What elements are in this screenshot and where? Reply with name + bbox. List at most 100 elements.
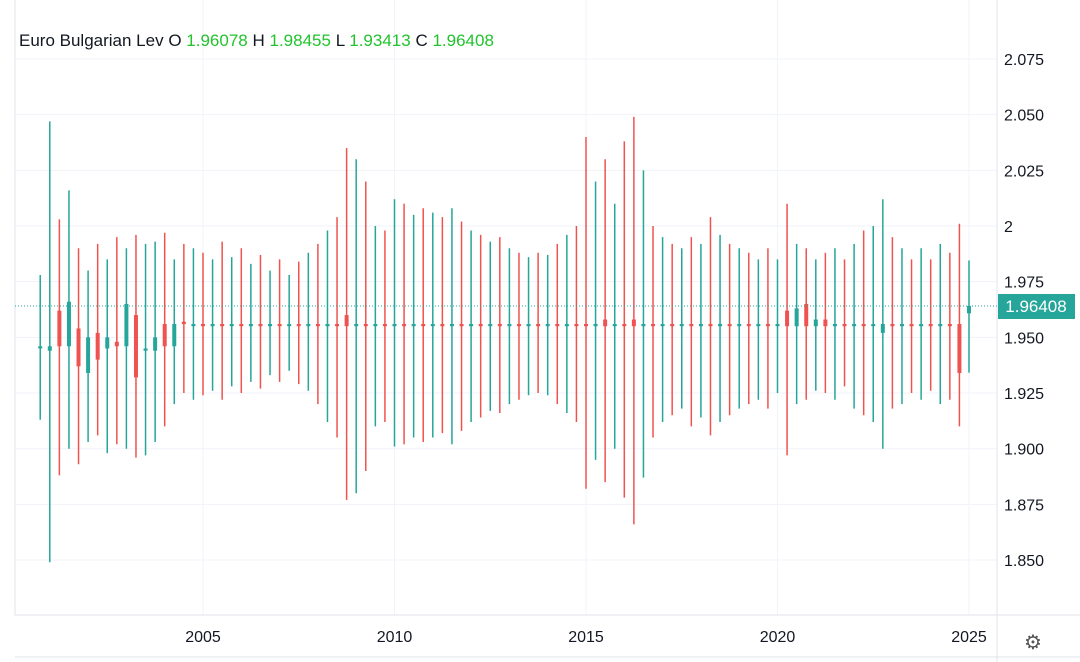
- candle-body: [660, 323, 665, 327]
- x-tick-label: 2025: [951, 629, 987, 646]
- candle-body: [785, 310, 790, 327]
- candle-down: [536, 252, 541, 394]
- candle-up: [210, 259, 215, 391]
- candle-down: [335, 217, 340, 438]
- candle-body: [737, 323, 742, 327]
- candle-body: [813, 319, 818, 327]
- candle-up: [449, 208, 454, 445]
- candle-body: [363, 323, 368, 327]
- y-tick-label: 2.075: [1004, 52, 1044, 69]
- candle-up: [899, 248, 904, 405]
- candle-body: [564, 323, 569, 327]
- candle-body: [354, 323, 359, 327]
- candle-body: [325, 323, 330, 327]
- candle-body: [76, 328, 81, 367]
- candle-down: [584, 136, 588, 489]
- y-tick-label: 2: [1004, 219, 1013, 236]
- candle-up: [545, 254, 550, 396]
- candle-body: [421, 323, 426, 327]
- candle-down: [708, 217, 713, 436]
- candle-down: [277, 259, 282, 382]
- candle-body: [287, 323, 292, 327]
- candle-body: [545, 323, 550, 327]
- candle-body: [880, 323, 885, 333]
- candle-down: [651, 226, 656, 438]
- candle-body: [344, 315, 349, 327]
- y-tick-label: 1.950: [1004, 330, 1044, 347]
- candle-up: [612, 203, 617, 449]
- candle-body: [57, 310, 62, 347]
- candle-body: [497, 323, 502, 327]
- candle-up: [191, 248, 196, 400]
- candle-down: [402, 203, 407, 445]
- candle-up: [105, 259, 110, 454]
- candle-body: [698, 323, 703, 327]
- x-tick-label: 2020: [760, 629, 796, 646]
- candle-down: [622, 141, 627, 498]
- candle-down: [239, 248, 244, 394]
- candle-up: [430, 212, 435, 438]
- candle-up: [38, 274, 43, 420]
- candle-body: [181, 321, 186, 324]
- candle-body: [172, 323, 177, 347]
- candle-body: [584, 323, 588, 327]
- candle-up: [66, 190, 71, 449]
- candle-down: [133, 234, 138, 458]
- candle-down: [928, 259, 933, 391]
- candle-body: [296, 323, 301, 327]
- candle-body: [430, 323, 435, 327]
- candle-down: [478, 234, 483, 418]
- axes: 2.075 2.050 2.025 2 1.975 1.950 1.925 1.900 1.87…: [14, 0, 1080, 662]
- candle-down: [689, 237, 694, 427]
- candle-down: [181, 243, 186, 394]
- y-tick-label: 2.025: [1004, 163, 1044, 180]
- candle-up: [564, 234, 569, 414]
- candle-body: [593, 323, 598, 327]
- candle-up: [248, 263, 253, 382]
- candle-up: [938, 243, 943, 405]
- candle-body: [804, 303, 809, 327]
- high-value: 1.98455: [269, 31, 331, 50]
- candle-body: [823, 319, 828, 327]
- ohlc-legend: Euro Bulgarian Lev O 1.96078 H 1.98455 L…: [19, 31, 494, 51]
- candle-body: [919, 323, 924, 327]
- candle-up: [153, 241, 158, 443]
- candle-body: [469, 323, 474, 327]
- candle-body: [162, 323, 167, 347]
- last-price-label: 1.96408: [1005, 297, 1066, 316]
- candle-body: [899, 323, 904, 327]
- candle-down: [765, 248, 770, 409]
- candle-up: [813, 259, 818, 391]
- candle-up: [373, 226, 378, 427]
- candle-down: [574, 226, 579, 422]
- candle-body: [957, 323, 962, 373]
- candle-down: [631, 116, 636, 525]
- candle-body: [890, 323, 895, 327]
- candle-down: [220, 241, 225, 400]
- candle-body: [277, 323, 282, 327]
- gear-icon[interactable]: ⚙: [1024, 632, 1042, 654]
- y-tick-label: 1.975: [1004, 275, 1044, 292]
- candles: [38, 116, 971, 563]
- candle-up: [660, 237, 665, 422]
- candle-body: [114, 341, 119, 347]
- symbol-name: Euro Bulgarian Lev: [19, 31, 164, 50]
- candle-up: [507, 248, 512, 405]
- y-tick-label: 1.900: [1004, 442, 1044, 459]
- candle-body: [315, 323, 320, 327]
- x-tick-label: 2015: [568, 629, 604, 646]
- candle-body: [718, 323, 723, 327]
- candle-up: [919, 248, 924, 400]
- candle-up: [794, 243, 799, 405]
- candle-body: [411, 323, 416, 327]
- candle-body: [258, 323, 263, 327]
- candle-up: [641, 170, 646, 478]
- x-tick-label: 2010: [377, 629, 413, 646]
- candle-body: [651, 323, 656, 327]
- candle-body: [459, 323, 464, 327]
- candle-body: [947, 323, 952, 327]
- candle-down: [497, 237, 502, 414]
- candle-body: [382, 323, 387, 327]
